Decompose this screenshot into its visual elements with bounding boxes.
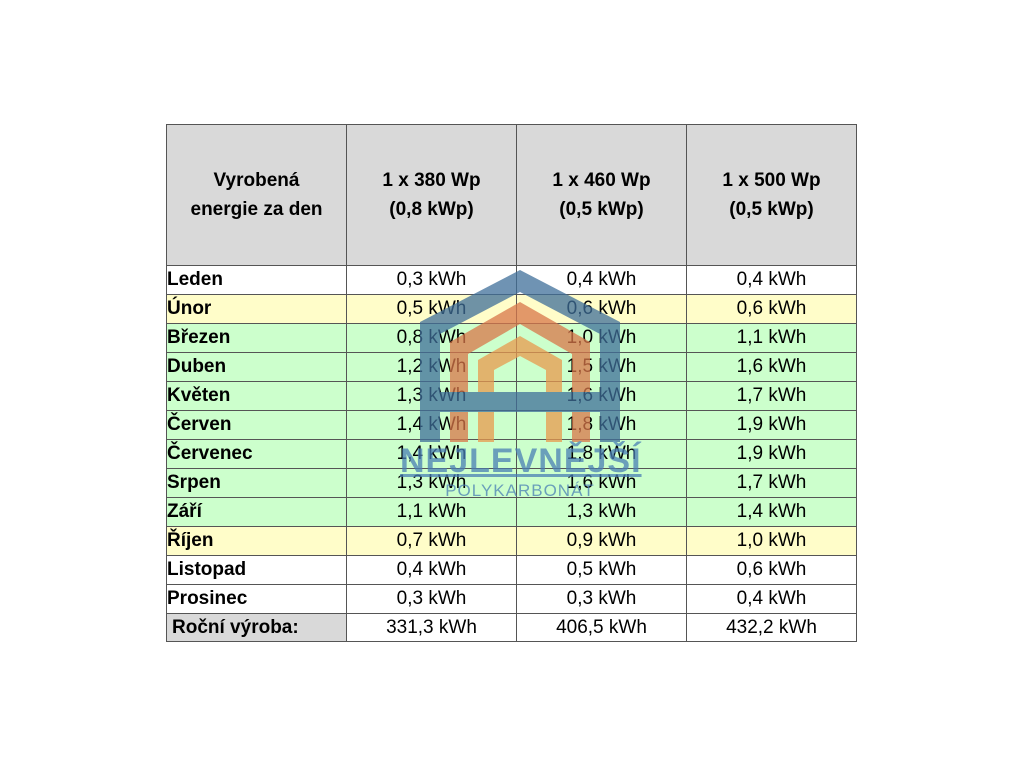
header-500wp: 1 x 500 Wp (0,5 kWp): [686, 124, 857, 266]
value-cell: 1,7 kWh: [686, 381, 857, 411]
total-row: Roční výroba: 331,3 kWh 406,5 kWh 432,2 …: [166, 613, 857, 642]
table-row: Srpen 1,3 kWh 1,6 kWh 1,7 kWh: [166, 468, 857, 498]
table-row: Březen 0,8 kWh 1,0 kWh 1,1 kWh: [166, 323, 857, 353]
month-cell: Listopad: [166, 555, 347, 585]
value-cell: 0,4 kWh: [516, 265, 687, 295]
header-380wp: 1 x 380 Wp (0,8 kWp): [346, 124, 517, 266]
header-line: 1 x 380 Wp: [382, 170, 481, 191]
total-value-cell: 406,5 kWh: [516, 613, 687, 642]
table-row: Únor 0,5 kWh 0,6 kWh 0,6 kWh: [166, 294, 857, 324]
value-cell: 0,6 kWh: [686, 294, 857, 324]
month-cell: Únor: [166, 294, 347, 324]
value-cell: 1,9 kWh: [686, 439, 857, 469]
header-energy-per-day: Vyrobená energie za den: [166, 124, 347, 266]
table-row: Září 1,1 kWh 1,3 kWh 1,4 kWh: [166, 497, 857, 527]
value-cell: 1,1 kWh: [686, 323, 857, 353]
value-cell: 0,3 kWh: [346, 265, 517, 295]
value-cell: 0,6 kWh: [686, 555, 857, 585]
value-cell: 1,4 kWh: [346, 410, 517, 440]
table-row: Prosinec 0,3 kWh 0,3 kWh 0,4 kWh: [166, 584, 857, 614]
value-cell: 0,4 kWh: [686, 584, 857, 614]
value-cell: 1,0 kWh: [516, 323, 687, 353]
value-cell: 1,0 kWh: [686, 526, 857, 556]
value-cell: 1,6 kWh: [516, 381, 687, 411]
table-row: Červenec 1,4 kWh 1,8 kWh 1,9 kWh: [166, 439, 857, 469]
value-cell: 1,7 kWh: [686, 468, 857, 498]
value-cell: 1,5 kWh: [516, 352, 687, 382]
header-460wp: 1 x 460 Wp (0,5 kWp): [516, 124, 687, 266]
value-cell: 1,4 kWh: [346, 439, 517, 469]
value-cell: 0,5 kWh: [346, 294, 517, 324]
value-cell: 0,4 kWh: [686, 265, 857, 295]
value-cell: 0,8 kWh: [346, 323, 517, 353]
month-cell: Září: [166, 497, 347, 527]
value-cell: 1,8 kWh: [516, 439, 687, 469]
header-line: (0,5 kWp): [559, 199, 644, 220]
value-cell: 1,1 kWh: [346, 497, 517, 527]
value-cell: 0,4 kWh: [346, 555, 517, 585]
table-row: Leden 0,3 kWh 0,4 kWh 0,4 kWh: [166, 265, 857, 295]
value-cell: 1,3 kWh: [516, 497, 687, 527]
month-cell: Květen: [166, 381, 347, 411]
value-cell: 0,3 kWh: [346, 584, 517, 614]
value-cell: 1,6 kWh: [516, 468, 687, 498]
table-row: Listopad 0,4 kWh 0,5 kWh 0,6 kWh: [166, 555, 857, 585]
month-cell: Duben: [166, 352, 347, 382]
month-cell: Červen: [166, 410, 347, 440]
month-cell: Červenec: [166, 439, 347, 469]
header-line: energie za den: [190, 199, 323, 220]
value-cell: 1,3 kWh: [346, 468, 517, 498]
month-cell: Březen: [166, 323, 347, 353]
value-cell: 0,9 kWh: [516, 526, 687, 556]
total-value-cell: 432,2 kWh: [686, 613, 857, 642]
table-header-row: Vyrobená energie za den 1 x 380 Wp (0,8 …: [166, 124, 857, 266]
header-line: Vyrobená: [213, 170, 300, 191]
month-cell: Říjen: [166, 526, 347, 556]
value-cell: 1,2 kWh: [346, 352, 517, 382]
value-cell: 0,3 kWh: [516, 584, 687, 614]
header-line: 1 x 500 Wp: [722, 170, 821, 191]
total-value-cell: 331,3 kWh: [346, 613, 517, 642]
month-cell: Prosinec: [166, 584, 347, 614]
table-row: Říjen 0,7 kWh 0,9 kWh 1,0 kWh: [166, 526, 857, 556]
value-cell: 0,5 kWh: [516, 555, 687, 585]
table-row: Červen 1,4 kWh 1,8 kWh 1,9 kWh: [166, 410, 857, 440]
month-cell: Srpen: [166, 468, 347, 498]
table-row: Květen 1,3 kWh 1,6 kWh 1,7 kWh: [166, 381, 857, 411]
value-cell: 1,6 kWh: [686, 352, 857, 382]
value-cell: 1,8 kWh: [516, 410, 687, 440]
value-cell: 0,6 kWh: [516, 294, 687, 324]
table-row: Duben 1,2 kWh 1,5 kWh 1,6 kWh: [166, 352, 857, 382]
header-line: (0,8 kWp): [389, 199, 474, 220]
value-cell: 0,7 kWh: [346, 526, 517, 556]
value-cell: 1,9 kWh: [686, 410, 857, 440]
annual-production-label: Roční výroba:: [166, 613, 347, 642]
energy-table: Vyrobená energie za den 1 x 380 Wp (0,8 …: [166, 124, 857, 642]
month-cell: Leden: [166, 265, 347, 295]
header-line: (0,5 kWp): [729, 199, 814, 220]
value-cell: 1,4 kWh: [686, 497, 857, 527]
value-cell: 1,3 kWh: [346, 381, 517, 411]
header-line: 1 x 460 Wp: [552, 170, 651, 191]
